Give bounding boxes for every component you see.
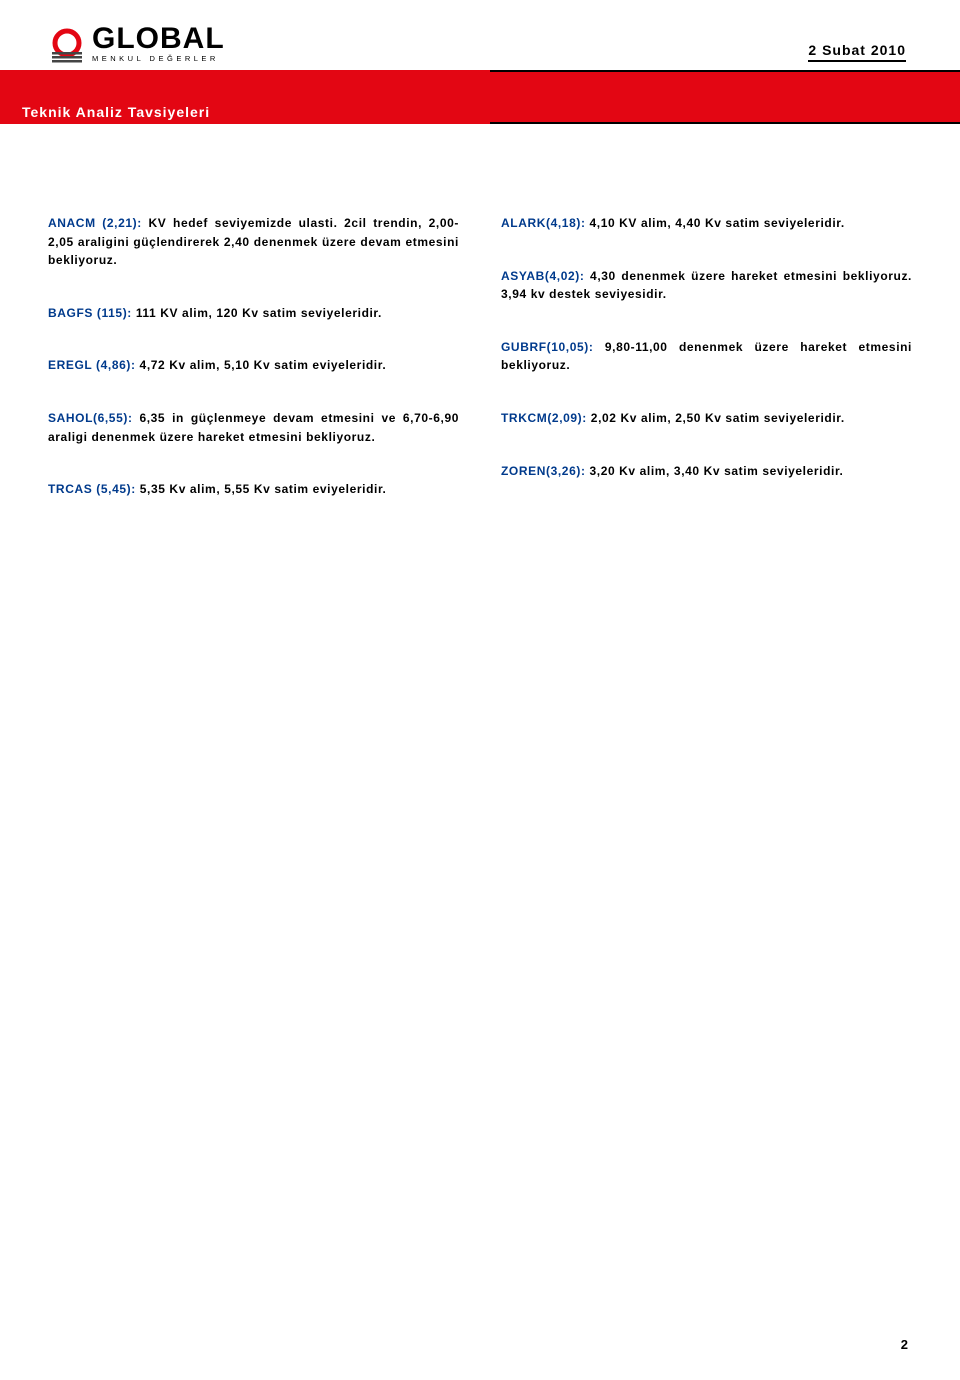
logo-text: GLOBAL MENKUL DEĞERLER <box>92 24 225 65</box>
logo-word: GLOBAL <box>92 24 225 54</box>
ticker-symbol: ZOREN(3,26): <box>501 464 586 478</box>
recommendation-text: 4,10 KV alim, 4,40 Kv satim seviyeleridi… <box>586 216 845 230</box>
left-column: ANACM (2,21): KV hedef seviyemizde ulast… <box>48 214 459 499</box>
recommendation-entry: TRKCM(2,09): 2,02 Kv alim, 2,50 Kv satim… <box>501 409 912 428</box>
recommendation-entry: SAHOL(6,55): 6,35 in güçlenmeye devam et… <box>48 409 459 446</box>
logo-subtitle: MENKUL DEĞERLER <box>92 54 225 65</box>
page: GLOBAL MENKUL DEĞERLER 2 Subat 2010 <box>0 0 960 66</box>
recommendation-entry: GUBRF(10,05): 9,80-11,00 denenmek üzere … <box>501 338 912 375</box>
ticker-symbol: GUBRF(10,05): <box>501 340 593 354</box>
recommendation-entry: ASYAB(4,02): 4,30 denenmek üzere hareket… <box>501 267 912 304</box>
content-columns: ANACM (2,21): KV hedef seviyemizde ulast… <box>48 214 912 499</box>
recommendation-text: 111 KV alim, 120 Kv satim seviyeleridir. <box>132 306 382 320</box>
ticker-symbol: SAHOL(6,55): <box>48 411 133 425</box>
banner-right <box>490 70 960 124</box>
recommendation-text: 4,72 Kv alim, 5,10 Kv satim eviyeleridir… <box>136 358 387 372</box>
banner-title: Teknik Analiz Tavsiyeleri <box>22 104 210 120</box>
ticker-symbol: BAGFS (115): <box>48 306 132 320</box>
recommendation-entry: ALARK(4,18): 4,10 KV alim, 4,40 Kv satim… <box>501 214 912 233</box>
header: GLOBAL MENKUL DEĞERLER 2 Subat 2010 <box>48 28 912 66</box>
ticker-symbol: TRCAS (5,45): <box>48 482 136 496</box>
ticker-symbol: ASYAB(4,02): <box>501 269 584 283</box>
globe-icon <box>48 28 86 66</box>
recommendation-entry: ANACM (2,21): KV hedef seviyemizde ulast… <box>48 214 459 270</box>
ticker-symbol: ALARK(4,18): <box>501 216 586 230</box>
ticker-symbol: ANACM (2,21): <box>48 216 142 230</box>
recommendation-entry: EREGL (4,86): 4,72 Kv alim, 5,10 Kv sati… <box>48 356 459 375</box>
ticker-symbol: EREGL (4,86): <box>48 358 136 372</box>
right-column: ALARK(4,18): 4,10 KV alim, 4,40 Kv satim… <box>501 214 912 499</box>
recommendation-text: 3,20 Kv alim, 3,40 Kv satim seviyeleridi… <box>586 464 844 478</box>
page-number: 2 <box>901 1337 908 1352</box>
recommendation-entry: BAGFS (115): 111 KV alim, 120 Kv satim s… <box>48 304 459 323</box>
recommendation-entry: TRCAS (5,45): 5,35 Kv alim, 5,55 Kv sati… <box>48 480 459 499</box>
logo: GLOBAL MENKUL DEĞERLER <box>48 28 225 66</box>
ticker-symbol: TRKCM(2,09): <box>501 411 587 425</box>
report-date: 2 Subat 2010 <box>808 42 906 62</box>
recommendation-text: 2,02 Kv alim, 2,50 Kv satim seviyeleridi… <box>587 411 845 425</box>
recommendation-entry: ZOREN(3,26): 3,20 Kv alim, 3,40 Kv satim… <box>501 462 912 481</box>
recommendation-text: 5,35 Kv alim, 5,55 Kv satim eviyeleridir… <box>136 482 387 496</box>
